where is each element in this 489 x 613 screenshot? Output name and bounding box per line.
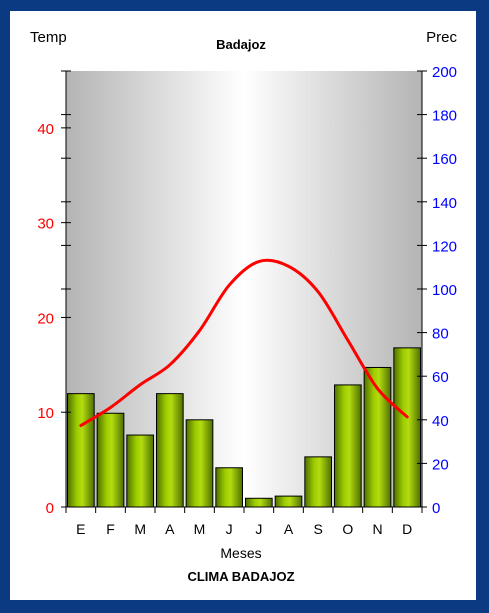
chart-panel: Temp Badajoz Prec 0 10 20 30 40 0 20 40 60 80 100… — [10, 11, 476, 600]
x-tick-label: M — [194, 521, 206, 537]
right-axis-label: Prec — [426, 29, 457, 46]
right-tick-label: 200 — [432, 64, 457, 81]
left-tick-label: 40 — [37, 121, 54, 138]
precipitation-bar — [334, 384, 362, 508]
x-tick-label: M — [134, 521, 146, 537]
x-tick-label: J — [255, 521, 262, 537]
chart-caption: CLIMA BADAJOZ — [187, 569, 294, 584]
x-tick-label: S — [313, 521, 322, 537]
x-tick-label: E — [76, 521, 85, 537]
left-tick-label: 0 — [46, 500, 54, 517]
left-axis-label: Temp — [30, 29, 67, 46]
x-tick-label: N — [372, 521, 382, 537]
precipitation-bar — [96, 412, 125, 508]
right-tick-label: 120 — [432, 238, 457, 255]
right-tick-label: 80 — [432, 326, 449, 343]
precipitation-bar — [67, 393, 95, 508]
right-tick-label: 0 — [432, 500, 440, 517]
plot-area — [66, 71, 422, 507]
temperature-line — [79, 258, 409, 427]
right-tick-label: 40 — [432, 413, 449, 430]
left-tick-label: 30 — [37, 216, 54, 233]
x-tick-label: A — [165, 521, 175, 537]
x-tick-label: O — [342, 521, 353, 537]
temperature-series — [79, 258, 409, 427]
right-tick-label: 100 — [432, 282, 457, 299]
right-axis-ticks: 0 20 40 60 80 100 120 140 160 180 200 — [417, 64, 457, 517]
chart-title: Badajoz — [216, 37, 266, 52]
x-axis-label: Meses — [220, 545, 261, 561]
right-tick-label: 60 — [432, 369, 449, 386]
precipitation-bar — [245, 497, 273, 508]
right-tick-label: 180 — [432, 108, 457, 125]
precipitation-bar — [274, 495, 303, 508]
right-tick-label: 140 — [432, 195, 457, 212]
precipitation-bar — [215, 467, 243, 508]
precipitation-bar — [126, 434, 155, 508]
right-tick-label: 20 — [432, 456, 449, 473]
precipitation-bar — [156, 393, 184, 508]
precipitation-bars — [67, 347, 422, 508]
x-tick-label: F — [106, 521, 115, 537]
climate-chart: Temp Badajoz Prec 0 10 20 30 40 0 20 40 60 80 100… — [30, 29, 457, 584]
x-tick-label: D — [402, 521, 412, 537]
x-tick-label: J — [226, 521, 233, 537]
right-tick-label: 160 — [432, 151, 457, 168]
precipitation-bar — [393, 347, 422, 508]
precipitation-bar — [185, 419, 214, 508]
left-axis-ticks: 0 10 20 30 40 — [37, 70, 71, 517]
left-tick-label: 20 — [37, 310, 54, 327]
precipitation-bar — [304, 456, 333, 508]
left-tick-label: 10 — [37, 405, 54, 422]
x-tick-label: A — [284, 521, 294, 537]
